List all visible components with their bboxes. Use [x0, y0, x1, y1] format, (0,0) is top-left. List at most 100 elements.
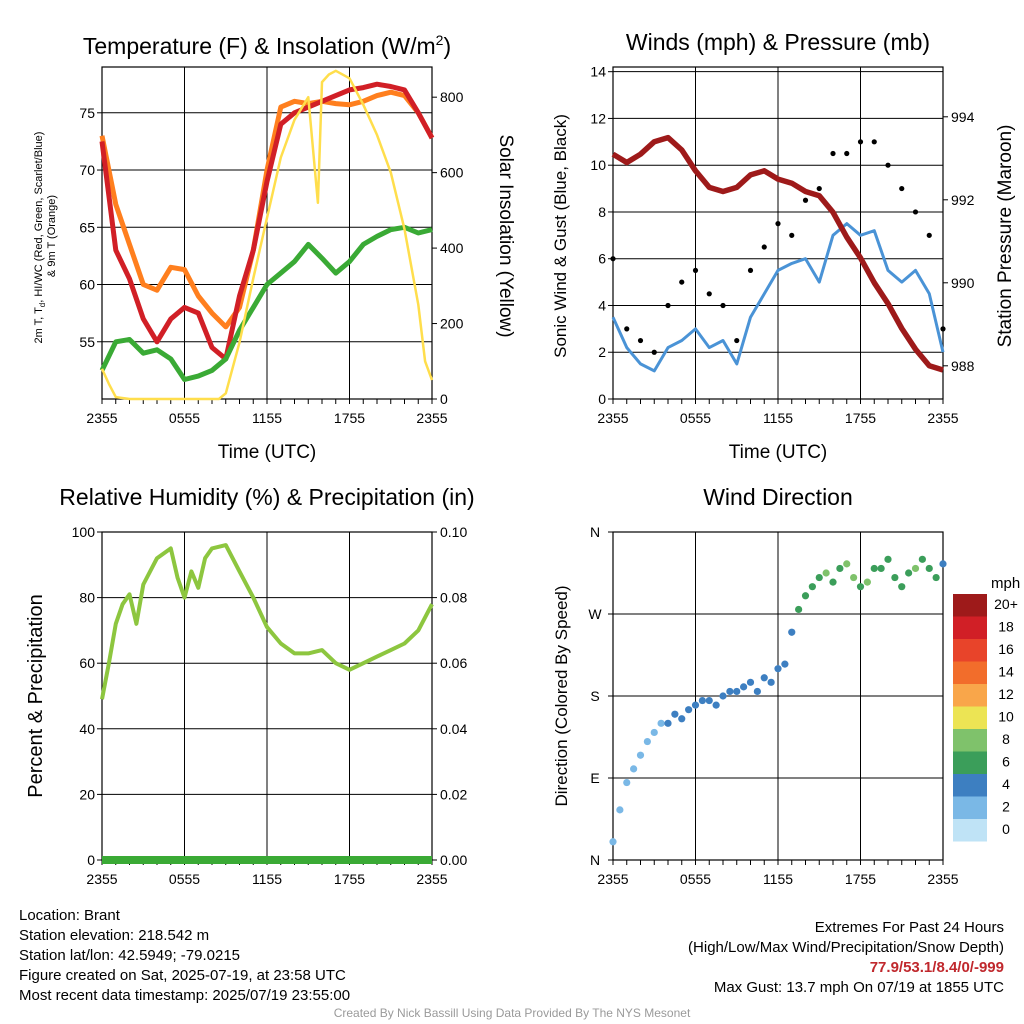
winds-ytick-label: 14	[590, 64, 606, 80]
direction-point	[829, 578, 837, 586]
created-text: Figure created on Sat, 2025-07-19, at 23…	[19, 967, 346, 984]
humidity-ytick-label: 0.00	[440, 852, 467, 868]
temperature-series-line	[99, 89, 435, 330]
gust-point	[761, 244, 767, 250]
location-text: Location: Brant	[19, 907, 120, 924]
humidity-ytick-label: 0.02	[440, 786, 467, 802]
extremes-values: 77.9/53.1/8.4/0/-999	[869, 959, 1004, 976]
temperature-ylabel-left: 2m T, Td, HI/WC (Red, Green, Scarlet/Blu…	[33, 129, 58, 344]
direction-point	[843, 560, 851, 568]
direction-point	[678, 715, 686, 723]
legend-swatch	[953, 684, 987, 707]
direction-point	[767, 678, 775, 686]
direction-point	[636, 751, 645, 759]
direction-point	[671, 710, 679, 718]
humidity-xtick-label: 1155	[252, 871, 282, 887]
direction-point	[719, 692, 727, 700]
humidity-ytick-label: 0.10	[440, 524, 467, 540]
legend-swatch	[953, 774, 987, 797]
direction-point	[609, 838, 617, 846]
direction-point	[664, 719, 672, 727]
direction-point	[753, 687, 761, 696]
direction-point	[726, 687, 734, 696]
direction-point	[822, 569, 830, 577]
direction-point	[705, 696, 713, 705]
direction-point	[650, 728, 658, 737]
temperature-frame	[101, 66, 433, 400]
winds-xtick-label: 1755	[845, 410, 876, 426]
temperature-ytick-label: 600	[440, 165, 464, 181]
legend-swatch	[953, 729, 987, 752]
direction-point	[870, 564, 878, 573]
winds-xtick-label: 2355	[927, 410, 958, 426]
temperature-title: Temperature (F) & Insolation (W/m2)	[83, 32, 451, 59]
gust-point	[734, 337, 740, 344]
gust-point	[706, 291, 712, 297]
wind-direction-ytick-label: N	[590, 524, 600, 540]
temperature-series-line	[99, 224, 433, 382]
humidity-ytick-label: 0	[87, 852, 95, 868]
direction-point	[746, 678, 755, 686]
legend-swatch	[953, 706, 987, 729]
winds-xtick-label: 0555	[680, 410, 711, 426]
credit-text: Created By Nick Bassill Using Data Provi…	[333, 1006, 691, 1020]
winds-xlabel: Time (UTC)	[729, 442, 828, 463]
wind-direction-ytick-label: E	[590, 770, 599, 786]
temperature-ytick-label: 70	[79, 162, 95, 178]
humidity-xtick-label: 0555	[169, 871, 200, 887]
winds-ytick-label: 6	[598, 251, 606, 267]
winds-xtick-label: 1155	[763, 410, 793, 426]
wind-direction-xtick-label: 2355	[927, 871, 958, 887]
temperature-ytick-label: 75	[79, 105, 95, 121]
humidity-ytick-label: 80	[79, 590, 95, 606]
direction-point	[898, 583, 906, 591]
humidity-xtick-label: 2355	[416, 871, 447, 887]
wind-direction-xtick-label: 1755	[845, 871, 876, 887]
extremes-subtitle: (High/Low/Max Wind/Precipitation/Snow De…	[688, 939, 1004, 956]
gust-point	[720, 302, 726, 309]
humidity-ylabel: Percent & Precipitation	[25, 594, 47, 797]
winds-ytick-label: 0	[598, 391, 606, 407]
direction-point	[630, 765, 638, 773]
direction-point	[685, 706, 693, 714]
humidity-xtick-label: 1755	[334, 871, 365, 887]
direction-point	[788, 628, 796, 636]
direction-point	[698, 696, 706, 705]
direction-point	[836, 564, 844, 573]
gust-point	[871, 139, 877, 145]
direction-point	[733, 687, 741, 696]
wind-direction-title: Wind Direction	[703, 484, 853, 510]
gust-point	[830, 150, 836, 157]
direction-point	[850, 573, 858, 582]
gust-point	[912, 209, 919, 215]
gust-point	[802, 197, 809, 203]
max-gust-text: Max Gust: 13.7 mph On 07/19 at 1855 UTC	[713, 979, 1004, 996]
temperature-xtick-label: 2355	[86, 410, 117, 426]
gust-point	[624, 326, 630, 332]
gust-point	[679, 279, 685, 285]
legend-swatch	[953, 594, 987, 617]
direction-point	[623, 778, 631, 787]
temperature-ytick-label: 0	[440, 391, 448, 407]
gust-point	[637, 337, 644, 344]
wind-direction-xtick-label: 2355	[597, 871, 628, 887]
direction-point	[939, 560, 947, 568]
winds-ytick-label: 992	[951, 192, 975, 208]
temperature-ytick-label: 65	[79, 219, 95, 235]
temperature-xtick-label: 1755	[334, 410, 365, 426]
temperature-series-line	[100, 69, 434, 401]
winds-ylabel-left: Sonic Wind & Gust (Blue, Black)	[551, 114, 570, 358]
legend-label: 20+	[994, 596, 1018, 612]
winds-panel: Winds (mph) & Pressure (mb) Time (UTC) S…	[551, 29, 1016, 463]
direction-point	[932, 573, 940, 582]
legend-label: 14	[998, 664, 1014, 680]
wind-direction-panel: Wind Direction Direction (Colored By Spe…	[552, 484, 1020, 887]
winds-ylabel-right: Station Pressure (Maroon)	[995, 125, 1016, 348]
extremes-title: Extremes For Past 24 Hours	[814, 919, 1004, 936]
legend-label: 18	[998, 619, 1014, 635]
direction-point	[856, 583, 865, 591]
gust-point	[747, 267, 754, 274]
gust-point	[610, 256, 616, 262]
direction-point	[884, 555, 892, 563]
speed-legend: 20+ 18 16 14 12 10 8 6 4 2 0	[953, 594, 1018, 842]
